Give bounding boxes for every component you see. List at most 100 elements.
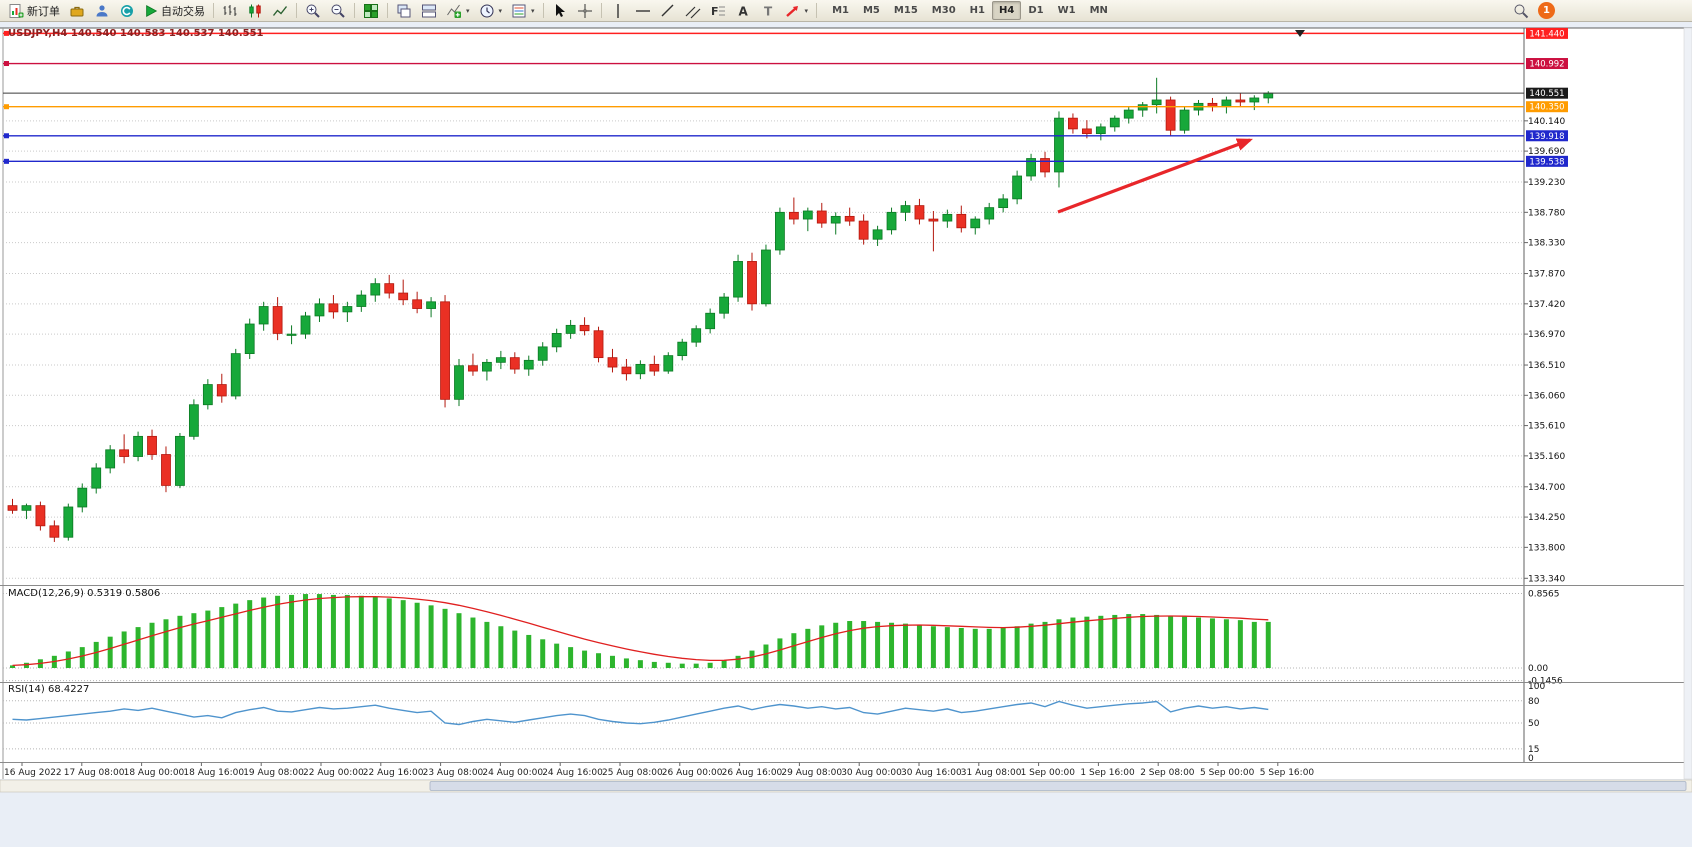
candle-bullish xyxy=(1151,99,1162,106)
candle-bullish xyxy=(970,218,981,229)
macd-histogram-bar xyxy=(1223,619,1229,668)
community-button[interactable] xyxy=(115,1,139,21)
timeframe-h4-button[interactable]: H4 xyxy=(991,1,1022,20)
horizontal-scrollbar-thumb[interactable] xyxy=(429,781,1687,791)
macd-histogram-bar xyxy=(791,633,797,668)
candle-bullish xyxy=(77,487,88,508)
line-chart-button[interactable] xyxy=(268,1,292,21)
candle-bullish xyxy=(761,249,771,305)
arrow-shape-icon xyxy=(785,5,798,17)
trendline-icon xyxy=(661,4,674,16)
candle-bearish xyxy=(844,215,855,222)
notifications-button[interactable]: 1 xyxy=(1534,1,1559,21)
macd-histogram-bar xyxy=(372,596,378,668)
channel-tool-button[interactable] xyxy=(681,1,705,21)
rsi-axis-label: 0 xyxy=(1528,754,1534,764)
arrows-tool-button[interactable]: ▾ xyxy=(781,1,813,21)
candlestick-chart-button[interactable] xyxy=(243,1,267,21)
chart-shift-marker[interactable] xyxy=(1295,30,1305,37)
candle-bullish xyxy=(300,315,311,335)
candle-bullish xyxy=(105,449,116,469)
timeframe-h1-button[interactable]: H1 xyxy=(969,5,985,16)
macd-histogram-bar xyxy=(289,594,295,668)
toolbar-separator xyxy=(213,3,214,18)
svg-text:A: A xyxy=(738,4,748,18)
vertical-scrollbar-track[interactable] xyxy=(1683,27,1692,780)
macd-histogram-bar xyxy=(247,600,253,668)
vertical-line-tool-button[interactable] xyxy=(606,1,630,21)
trend-arrow-annotation[interactable] xyxy=(1057,138,1253,214)
text-tool-button[interactable]: A xyxy=(731,1,755,21)
profiles-button[interactable] xyxy=(90,1,114,21)
indicators-button[interactable]: ▾ xyxy=(442,1,474,21)
timeframe-mn-button[interactable]: MN xyxy=(1089,5,1108,16)
fibonacci-tool-button[interactable]: F xyxy=(706,1,730,21)
timeframe-w1-button[interactable]: W1 xyxy=(1057,5,1076,16)
profiles-icon xyxy=(96,4,108,16)
candle-bullish xyxy=(244,323,255,355)
macd-histogram-bar xyxy=(819,625,825,668)
time-axis-label: 16 Aug 2022 xyxy=(4,768,62,778)
new-order-button[interactable]: 新订单 xyxy=(4,1,64,21)
templates-button[interactable]: ▾ xyxy=(507,1,539,21)
cursor-tool-button[interactable] xyxy=(548,1,572,21)
search-button[interactable] xyxy=(1509,1,1533,21)
macd-histogram-bar xyxy=(414,602,420,668)
chart-canvas[interactable]: 140.140 139.690 139.230 138.780 138.330 137.8… xyxy=(0,22,1692,847)
candle-bearish xyxy=(928,218,939,222)
price-axis-label: 135.610 xyxy=(1528,422,1565,432)
candle-bearish xyxy=(272,306,283,334)
horizontal-line-tool-button[interactable] xyxy=(631,1,655,21)
macd-histogram-bar xyxy=(107,636,113,668)
cascade-windows-button[interactable] xyxy=(392,1,416,21)
timeframe-m30-button[interactable]: M30 xyxy=(931,5,956,16)
candle-bullish xyxy=(984,207,995,220)
timeframe-d1-button[interactable]: D1 xyxy=(1028,5,1044,16)
candle-bearish xyxy=(914,205,925,220)
zoom-out-button[interactable] xyxy=(326,1,350,21)
macd-histogram-bar xyxy=(568,647,574,668)
trendline-tool-button[interactable] xyxy=(656,1,680,21)
bar-chart-button[interactable] xyxy=(218,1,242,21)
crosshair-icon xyxy=(577,3,592,18)
price-axis-label: 133.340 xyxy=(1528,574,1565,584)
macd-histogram-bar xyxy=(1098,615,1104,668)
time-axis-label: 22 Aug 00:00 xyxy=(303,768,364,778)
toolbox-button[interactable] xyxy=(65,1,89,21)
arrange-windows-button[interactable] xyxy=(417,1,441,21)
time-axis-label: 30 Aug 00:00 xyxy=(841,768,902,778)
macd-histogram-bar xyxy=(540,639,546,668)
candle-bearish xyxy=(49,525,60,538)
zoom-in-icon xyxy=(306,4,320,18)
macd-histogram-bar xyxy=(749,650,755,668)
tile-windows-button[interactable] xyxy=(359,1,383,21)
timeframe-clock-button[interactable]: ▾ xyxy=(475,1,507,21)
price-line-tag-label: 140.992 xyxy=(1529,60,1564,70)
time-axis-label: 17 Aug 08:00 xyxy=(64,768,125,778)
channel-icon xyxy=(685,6,700,18)
line-left-marker xyxy=(4,158,9,164)
crosshair-tool-button[interactable] xyxy=(573,1,597,21)
timeframe-m15-button[interactable]: M15 xyxy=(893,5,918,16)
candle-bullish xyxy=(1123,109,1134,119)
macd-histogram-bar xyxy=(344,594,350,668)
macd-histogram-bar xyxy=(596,653,602,668)
price-axis-label: 139.230 xyxy=(1528,178,1565,188)
timeframe-buttons: M1 M5 M15 M30 H1 H4 D1 W1 MN xyxy=(825,1,1115,20)
candle-bearish xyxy=(398,292,409,301)
auto-trading-button[interactable]: 自动交易 xyxy=(140,1,209,21)
chart-title: USDJPY,H4 140.540 140.583 140.537 140.55… xyxy=(8,28,264,39)
zoom-in-button[interactable] xyxy=(301,1,325,21)
indicators-dropdown-caret: ▾ xyxy=(466,6,470,15)
price-axis-label: 137.870 xyxy=(1528,270,1565,280)
macd-histogram-bar xyxy=(65,651,71,668)
candle-bearish xyxy=(440,301,450,400)
macd-histogram-bar xyxy=(205,610,211,668)
timeframe-m5-button[interactable]: M5 xyxy=(862,5,880,16)
timeframe-m1-button[interactable]: M1 xyxy=(832,5,849,16)
templates-icon xyxy=(512,4,526,17)
text-label-tool-button[interactable]: T xyxy=(756,1,780,21)
price-axis-label: 136.060 xyxy=(1528,391,1565,401)
candle-bearish xyxy=(328,303,339,313)
candle-bearish xyxy=(858,220,869,240)
